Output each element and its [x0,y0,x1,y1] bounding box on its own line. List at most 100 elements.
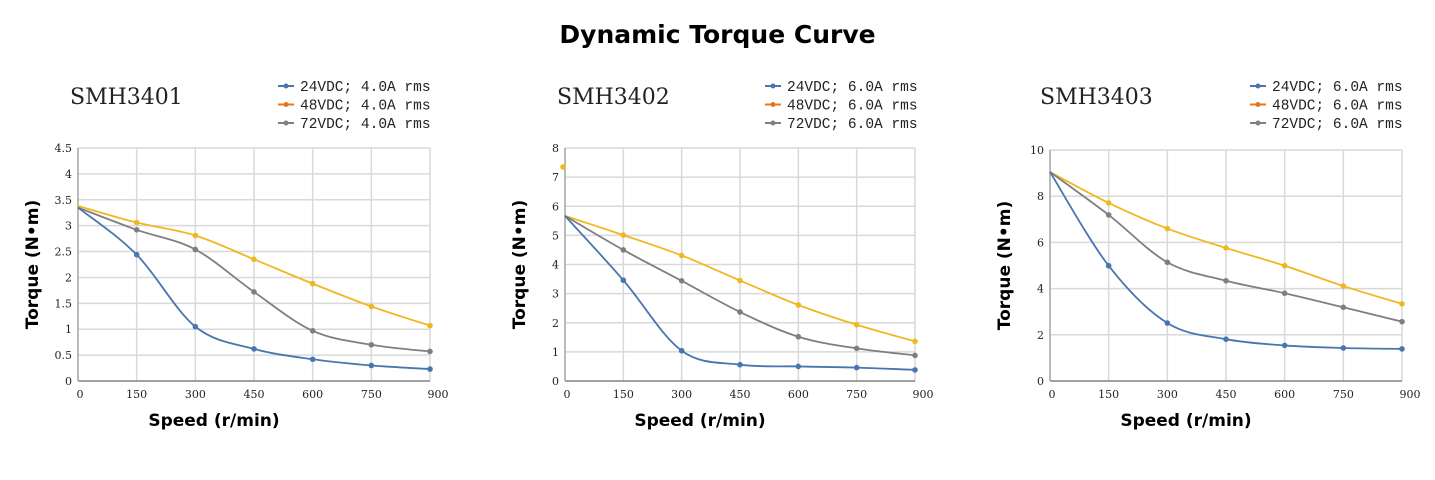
data-point [795,333,802,340]
data-point [795,363,802,370]
x-tick-label: 600 [788,388,809,401]
data-point [1223,245,1229,251]
x-tick-label: 0 [77,388,84,401]
data-point [133,227,140,233]
y-tick-label: 0.5 [55,349,73,362]
x-tick-label: 900 [913,388,934,401]
data-point [1399,318,1405,325]
data-point [1105,262,1112,269]
legend-label: 24VDC; 6.0A rms [1272,80,1403,96]
y-tick-label: 0 [552,375,559,388]
data-point [737,277,743,284]
y-axis-label: Torque (N•m) [995,201,1015,330]
x-tick-label: 750 [1333,388,1354,401]
y-tick-label: 2 [552,317,559,330]
x-tick-label: 150 [126,388,147,401]
legend-label: 48VDC; 6.0A rms [1272,99,1403,115]
x-tick-label: 900 [428,388,449,401]
y-axis-label: Torque (N•m) [510,200,530,329]
data-point [1281,262,1288,269]
legend-marker [283,120,289,126]
legend-label: 72VDC; 4.0A rms [300,117,431,133]
data-point [1164,320,1171,326]
data-point [853,321,860,328]
x-tick-label: 300 [185,388,206,401]
data-point [678,252,685,259]
x-tick-label: 150 [613,388,634,401]
legend-label: 24VDC; 6.0A rms [787,80,918,96]
data-point [737,361,743,368]
y-tick-label: 3 [552,288,559,301]
x-axis-label: Speed (r/min) [148,411,279,431]
x-tick-label: 750 [361,388,382,401]
data-point [737,309,743,315]
data-point [427,348,433,355]
y-tick-label: 4.5 [55,142,73,155]
data-point [1223,336,1229,342]
legend-marker [283,102,289,107]
y-tick-label: 1.5 [55,297,73,310]
y-tick-label: 6 [552,200,559,213]
legend-label: 72VDC; 6.0A rms [787,117,918,133]
data-point [795,302,802,308]
chart-SMH3402: 0 1 2 3 4 5 6 7 8 0 150 300 450 600 750 900 SMH3402 24VDC… [510,80,934,431]
x-tick-label: 450 [1216,388,1237,401]
data-point [251,289,257,295]
x-tick-label: 600 [302,388,323,401]
chart-SMH3403: 0 2 4 6 8 10 0 150 300 450 600 750 900 SMH3403 24VDC; … [995,80,1421,431]
legend-marker [770,102,776,107]
data-point [192,246,199,253]
legend-marker [1255,120,1261,126]
data-point [368,362,375,369]
data-point [912,338,918,345]
data-point [251,256,257,263]
y-tick-label: 4 [65,168,72,181]
y-tick-label: 5 [552,229,559,242]
x-tick-label: 300 [1157,388,1178,401]
data-point [427,322,433,329]
data-point [1399,301,1405,307]
x-tick-label: 750 [846,388,867,401]
data-point [620,277,627,284]
y-tick-label: 1 [65,323,72,336]
data-point [368,303,375,310]
legend-marker [1255,83,1261,89]
chart-title: SMH3402 [557,85,670,110]
data-point [678,278,685,284]
y-tick-label: 2 [65,271,72,284]
y-tick-label: 0 [65,375,72,388]
data-point [1223,277,1229,284]
data-point [192,232,199,239]
data-point [427,366,433,372]
y-axis-label: Torque (N•m) [23,200,43,329]
legend-marker [1255,102,1261,107]
data-point [912,352,918,359]
x-tick-label: 300 [671,388,692,401]
y-tick-label: 6 [1037,236,1044,249]
data-point [1340,345,1347,351]
x-axis-label: Speed (r/min) [1120,411,1251,431]
x-tick-label: 900 [1400,388,1421,401]
data-point [1164,259,1171,266]
y-tick-label: 4 [1037,283,1044,296]
legend-marker [770,83,776,89]
data-point [1164,225,1171,232]
data-point [620,247,627,253]
data-point [309,356,316,363]
x-tick-label: 450 [730,388,751,401]
y-tick-label: 4 [552,259,559,272]
legend-label: 72VDC; 6.0A rms [1272,117,1403,133]
data-point [620,232,627,238]
y-tick-label: 8 [1037,190,1044,203]
data-point [1281,342,1288,349]
chart-title: SMH3401 [70,85,183,110]
y-tick-label: 7 [552,171,559,184]
data-point [1340,283,1347,289]
x-tick-label: 450 [244,388,265,401]
legend-label: 24VDC; 4.0A rms [300,80,431,96]
y-tick-label: 3 [65,220,72,233]
data-point [853,364,860,371]
data-point [309,280,316,287]
y-tick-label: 3.5 [55,194,73,207]
